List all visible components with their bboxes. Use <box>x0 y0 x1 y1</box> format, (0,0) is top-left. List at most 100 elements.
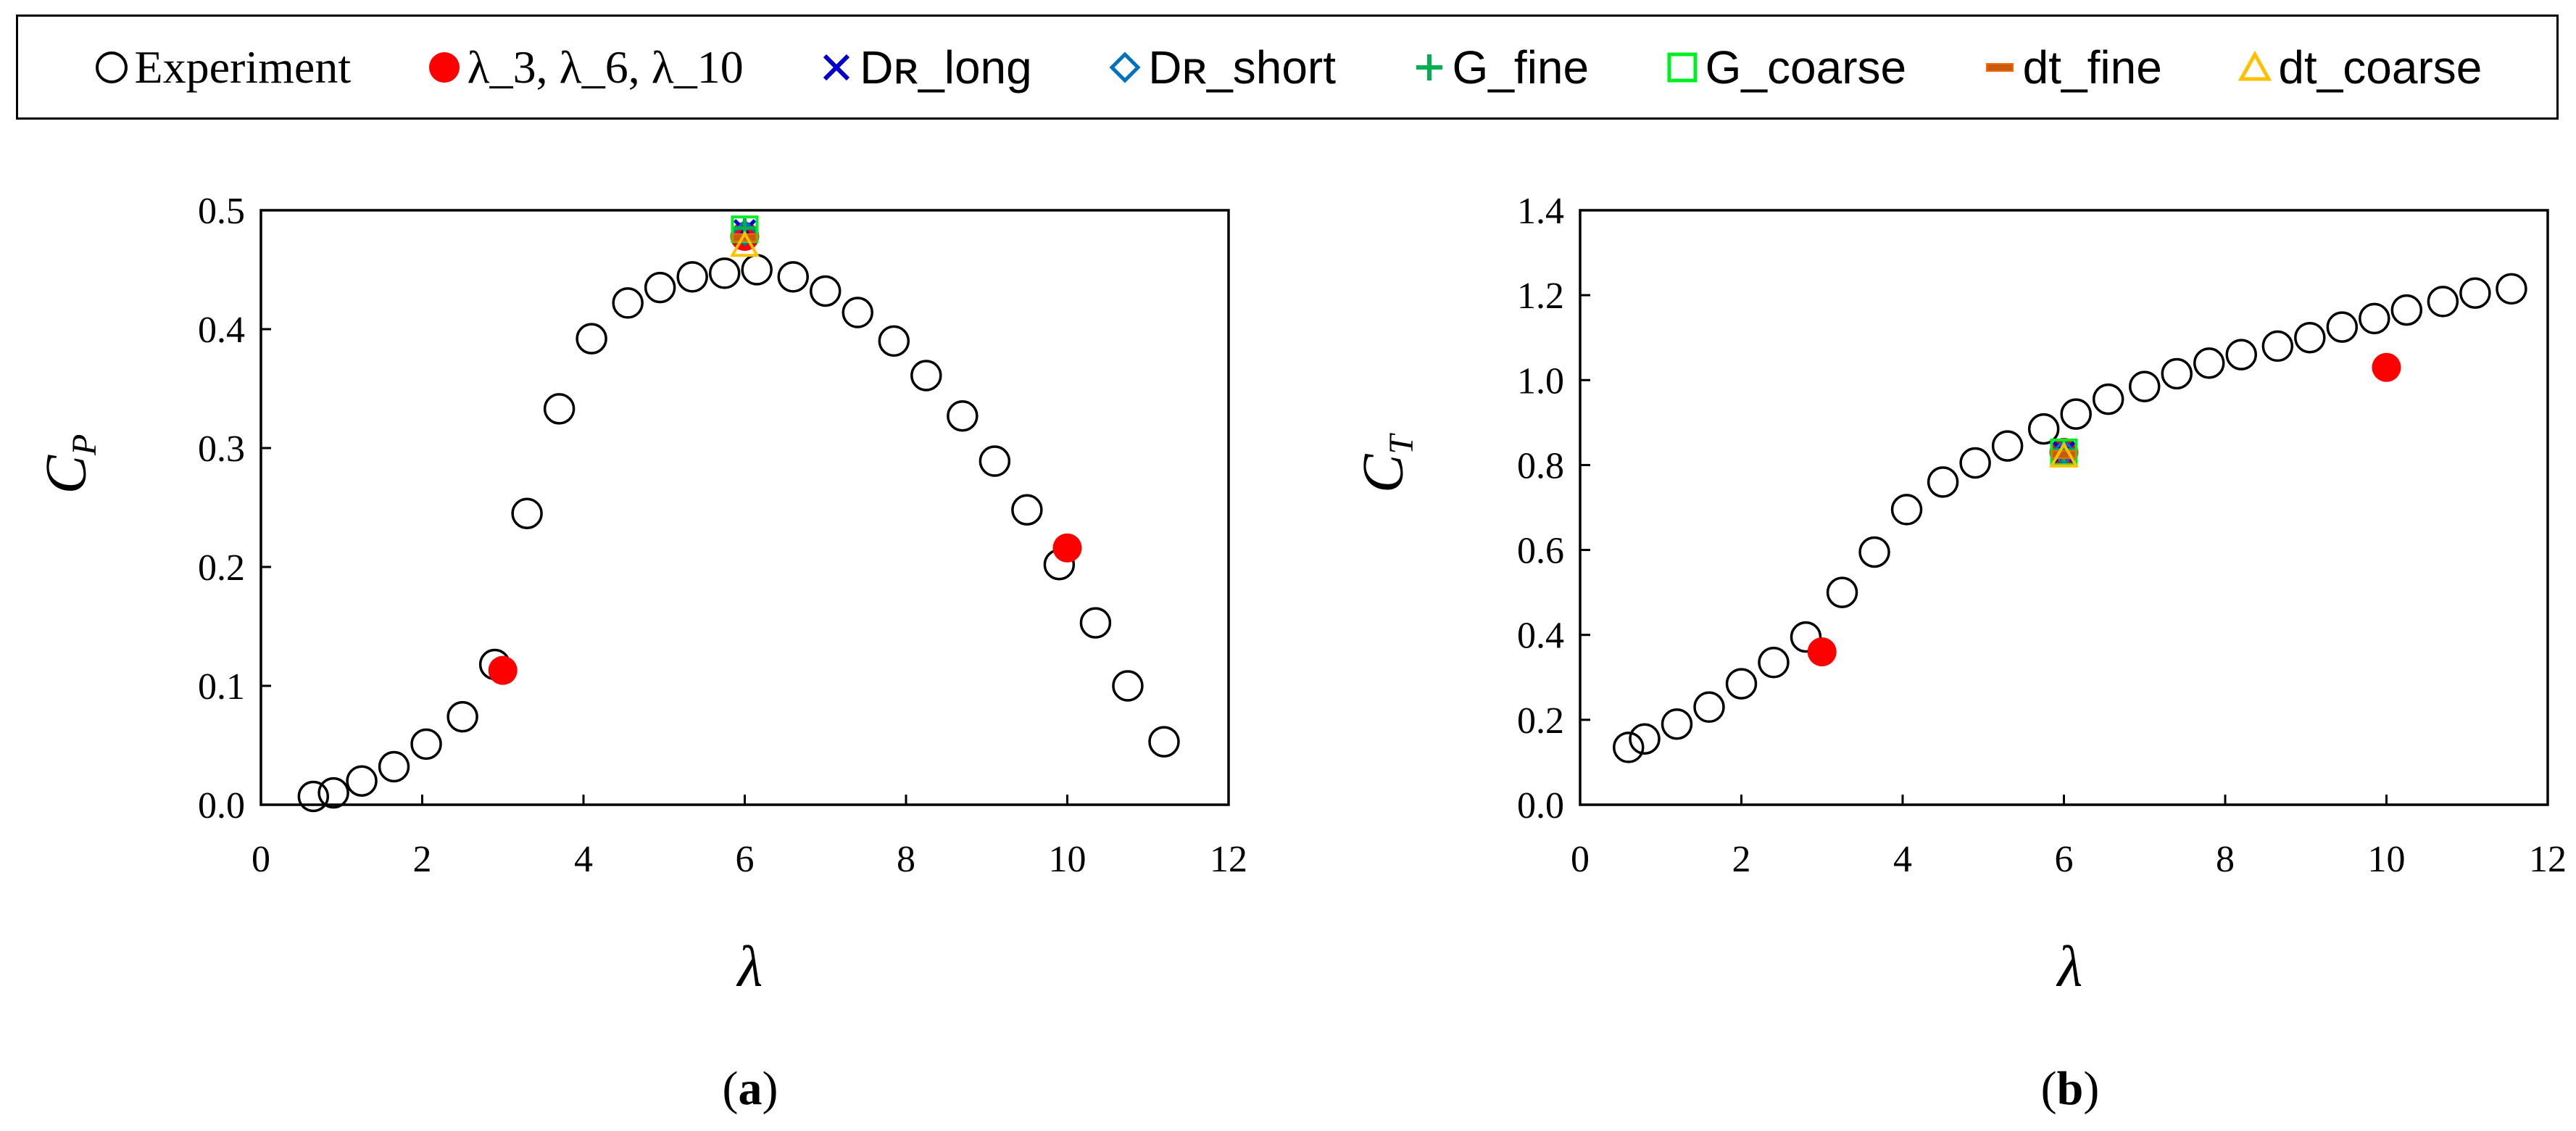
diamond-icon <box>1109 51 1141 83</box>
y-axis-label-ct: CT <box>1352 433 1421 493</box>
x-tick-label: 4 <box>1893 839 1912 880</box>
series-open-circle <box>297 254 1180 813</box>
x-axis-label-a: λ <box>736 935 763 999</box>
y-tick-label: 1.0 <box>1517 360 1564 402</box>
panel-label-b: (b) <box>2041 1062 2100 1115</box>
y-tick-label: 0.8 <box>1517 445 1564 486</box>
x-tick-label: 12 <box>1210 839 1247 880</box>
legend-item-dr-short: Dʀ_short <box>1106 41 1336 94</box>
data-point-open-circle <box>2326 311 2359 343</box>
x-axis-label-b: λ <box>2056 935 2083 999</box>
data-point-open-circle <box>947 399 979 432</box>
data-point-open-circle <box>2225 339 2257 370</box>
series-filled-circle <box>488 222 1082 685</box>
y-tick-label: 0.1 <box>198 666 245 708</box>
data-point-open-circle <box>1661 708 1693 740</box>
data-point-open-circle <box>979 445 1011 477</box>
data-point-open-circle <box>741 254 773 286</box>
y-axis-label-cp: CP <box>35 434 104 494</box>
data-point-open-circle <box>1959 447 1991 479</box>
legend-label-dt-fine: dt_fine <box>2022 41 2162 94</box>
data-point-open-circle <box>708 257 741 289</box>
y-tick-label: 0.3 <box>198 428 245 470</box>
x-tick-label: 0 <box>252 839 270 880</box>
filled-circle-icon <box>428 51 460 83</box>
x-tick-label: 8 <box>2216 839 2235 880</box>
data-point-open-circle <box>1112 670 1144 702</box>
data-point-dash <box>2051 450 2077 459</box>
data-point-open-circle <box>378 750 410 783</box>
legend-item-g-coarse: G_coarse <box>1663 41 1906 94</box>
data-point-open-circle <box>1079 607 1112 639</box>
square-icon <box>1667 52 1698 82</box>
series-triangle <box>730 231 760 257</box>
y-tick-label: 0.0 <box>1517 785 1564 826</box>
data-point-open-circle <box>1790 621 1822 653</box>
data-point-open-circle <box>910 360 942 392</box>
data-point-open-circle <box>1826 576 1858 608</box>
y-tick-label: 0.5 <box>198 191 245 232</box>
plot-area-frame <box>1579 209 2549 806</box>
data-point-open-circle <box>346 765 378 797</box>
data-point-triangle <box>2049 441 2079 468</box>
y-tick-label: 0.2 <box>198 547 245 589</box>
data-point-open-circle <box>2161 357 2193 390</box>
y-tick-label: 0.4 <box>198 310 245 351</box>
data-point-open-circle <box>1991 430 2024 462</box>
data-point-filled-circle <box>1807 637 1837 667</box>
series-filled-circle <box>1807 352 2401 667</box>
legend-label-dt-coarse: dt_coarse <box>2278 41 2482 94</box>
triangle-icon <box>2238 50 2272 80</box>
data-point-open-circle <box>842 297 873 328</box>
data-point-open-circle <box>878 325 910 357</box>
x-tick-label: 2 <box>413 839 432 880</box>
legend-item-lambda: λ_3, λ_6, λ_10 <box>425 41 744 94</box>
data-point-open-circle <box>2390 294 2423 326</box>
legend-label-dr-short: Dʀ_short <box>1148 41 1336 94</box>
data-point-open-circle <box>2496 273 2527 305</box>
legend-label-g-coarse: G_coarse <box>1705 41 1907 94</box>
data-point-open-circle <box>410 728 442 761</box>
legend-label-dr-long: Dʀ_long <box>860 41 1032 94</box>
x-tick-label: 10 <box>1049 839 1087 880</box>
data-point-open-circle <box>1011 494 1043 526</box>
data-point-filled-circle <box>2372 352 2401 382</box>
open-circle-icon <box>95 51 128 83</box>
x-cross-icon <box>823 54 850 80</box>
legend-label-g-fine: G_fine <box>1452 41 1590 94</box>
data-point-open-circle <box>2129 370 2161 402</box>
data-point-filled-circle <box>488 655 518 685</box>
data-point-open-circle <box>2193 347 2225 379</box>
data-point-open-circle <box>511 497 543 529</box>
data-point-open-circle <box>317 776 349 809</box>
x-tick-label: 8 <box>897 839 915 880</box>
data-point-open-circle <box>446 700 478 733</box>
x-tick-label: 12 <box>2529 839 2567 880</box>
plot-area-frame <box>259 209 1230 806</box>
data-point-open-circle <box>2027 413 2060 445</box>
series-dash <box>2051 450 2077 459</box>
data-point-open-circle <box>2294 321 2326 354</box>
y-tick-label: 1.4 <box>1517 191 1564 232</box>
data-point-open-circle <box>1629 723 1661 755</box>
series-triangle <box>2049 441 2079 468</box>
y-tick-label: 0.4 <box>1517 616 1564 657</box>
data-point-open-circle <box>2359 302 2390 335</box>
data-point-open-circle <box>1758 647 1790 679</box>
data-point-open-circle <box>1858 536 1890 568</box>
data-point-open-circle <box>612 287 644 319</box>
data-point-open-circle <box>676 261 708 293</box>
chart-cp: CP λ (a) 0.0 0.1 0.2 0.3 0.4 0.5 0 2 4 6 8 10 12 <box>35 191 1247 1115</box>
data-point-open-circle <box>2427 286 2459 318</box>
data-point-open-circle <box>1927 466 1959 498</box>
y-tick-label: 0.6 <box>1517 531 1564 572</box>
chart-ct: CT λ (b) 0.0 0.2 0.4 0.6 0.8 1.0 1.2 1.4 0 2 4 6 8 10… <box>1352 191 2567 1115</box>
data-point-open-circle <box>297 780 330 813</box>
chart-legend: Experiment λ_3, λ_6, λ_10 Dʀ_long Dʀ_sho… <box>16 14 2559 120</box>
plus-icon <box>1416 54 1442 80</box>
x-tick-label: 6 <box>2055 839 2074 880</box>
legend-item-dr-long: Dʀ_long <box>818 41 1032 94</box>
y-tick-label: 0.0 <box>198 785 245 826</box>
data-point-filled-circle <box>1052 533 1082 563</box>
